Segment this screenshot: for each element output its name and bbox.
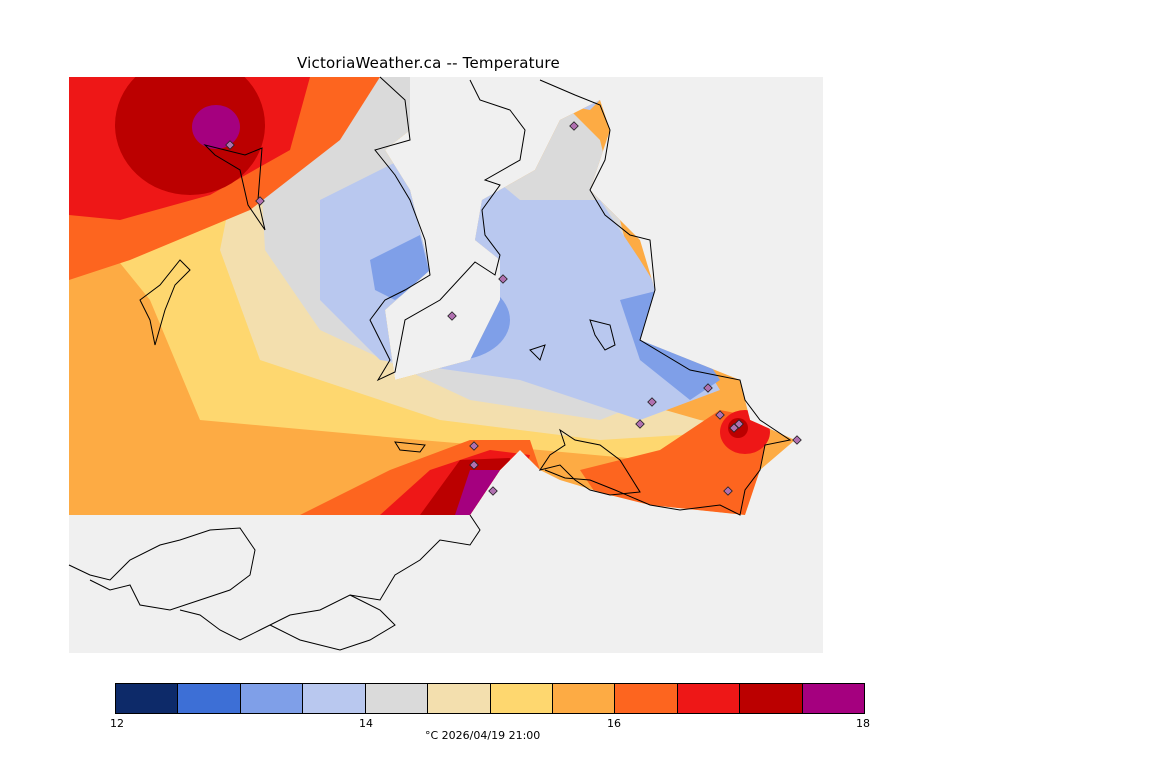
station-marker <box>792 435 802 445</box>
colorbar-swatch <box>365 684 429 713</box>
station-marker <box>498 274 508 284</box>
colorbar-tick: 12 <box>110 717 124 730</box>
map-title: VictoriaWeather.ca -- Temperature <box>297 54 560 72</box>
colorbar-swatch <box>428 684 491 713</box>
station-marker <box>488 486 498 496</box>
station-marker <box>569 121 579 131</box>
station-marker <box>647 397 657 407</box>
station-marker <box>734 419 744 429</box>
station-marker <box>715 410 725 420</box>
colorbar-tick: 16 <box>607 717 621 730</box>
colorbar-swatch <box>303 684 366 713</box>
colorbar-caption: °C 2026/04/19 21:00 <box>425 729 541 742</box>
station-marker <box>447 311 457 321</box>
colorbar-swatch <box>802 684 865 713</box>
station-marker <box>703 383 713 393</box>
station-markers <box>225 121 802 496</box>
colorbar-swatch <box>552 684 616 713</box>
colorbar-swatch <box>677 684 741 713</box>
station-marker <box>469 460 479 470</box>
station-marker <box>635 419 645 429</box>
station-marker <box>469 441 479 451</box>
temperature-colorbar <box>115 683 865 714</box>
colorbar-tick: 14 <box>359 717 373 730</box>
colorbar-swatch <box>490 684 553 713</box>
colorbar-swatch <box>740 684 803 713</box>
colorbar-swatch <box>116 684 179 713</box>
colorbar-swatch <box>240 684 304 713</box>
station-marker <box>225 140 235 150</box>
colorbar-swatch <box>615 684 678 713</box>
station-marker <box>255 196 265 206</box>
colorbar-swatch <box>178 684 241 713</box>
colorbar-tick: 18 <box>856 717 870 730</box>
station-marker <box>723 486 733 496</box>
coastline <box>68 76 792 651</box>
